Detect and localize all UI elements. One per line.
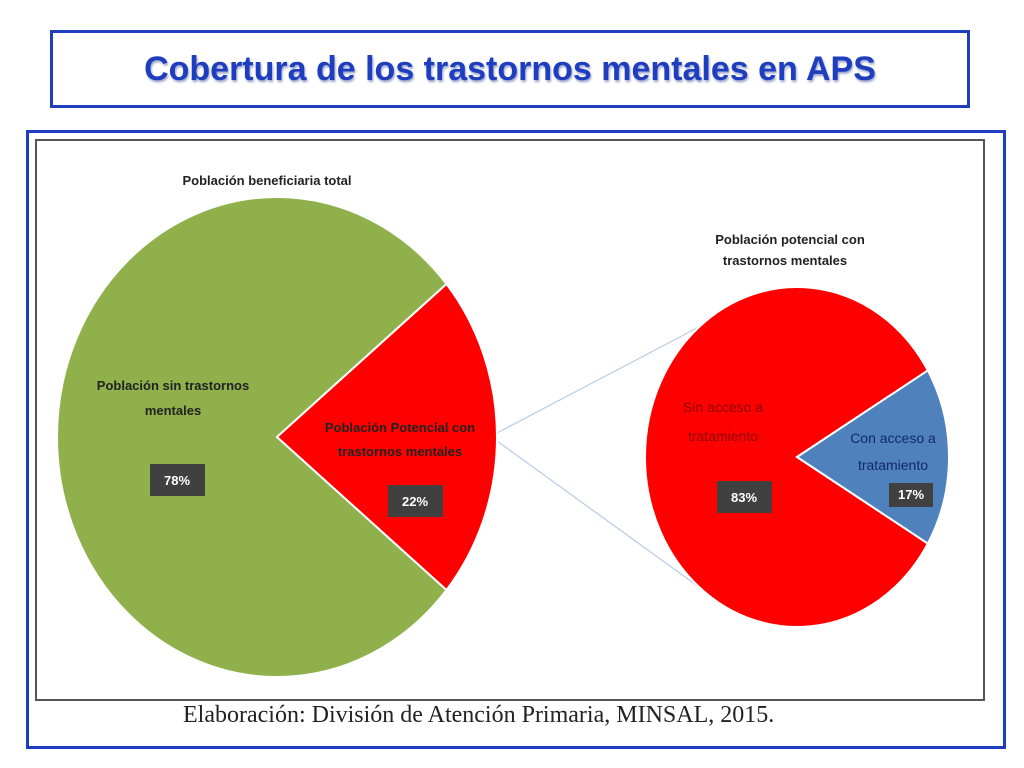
chart-frame: [26, 130, 1006, 749]
slice-label-potencial-line1: Población Potencial con: [325, 420, 475, 435]
secondary-pie-title-line1: Población potencial con: [715, 232, 865, 247]
slice-label-sin-acceso-line1: Sin acceso a: [683, 399, 763, 415]
slide-title: Cobertura de los trastornos mentales en …: [144, 49, 876, 88]
secondary-pie-title-line2: trastornos mentales: [723, 253, 847, 268]
value-box-17: [889, 483, 933, 507]
value-label-17: 17%: [898, 487, 924, 502]
value-label-78: 78%: [164, 473, 190, 488]
connector-line-top: [496, 326, 700, 434]
title-box: Cobertura de los trastornos mentales en …: [50, 30, 970, 108]
slice-label-sin-acceso-line2: tratamiento: [688, 428, 758, 444]
connector-line-bottom: [496, 440, 700, 588]
main-pie: [56, 196, 498, 678]
value-box-22: [388, 485, 443, 517]
source-note: Elaboración: División de Atención Primar…: [183, 702, 775, 728]
slice-label-sin-trastornos-line2: mentales: [145, 403, 201, 418]
value-box-83: [717, 481, 772, 513]
value-box-78: [150, 464, 205, 496]
slice-label-con-acceso-line2: tratamiento: [858, 457, 928, 473]
slice-label-sin-trastornos-line1: Población sin trastornos: [97, 378, 249, 393]
slice-label-potencial-line2: trastornos mentales: [338, 444, 462, 459]
slice-sin-trastornos: [56, 196, 448, 678]
value-label-22: 22%: [402, 494, 428, 509]
slice-label-con-acceso-line1: Con acceso a: [850, 430, 936, 446]
slice-sin-acceso: [644, 286, 930, 628]
main-pie-title: Población beneficiaria total: [182, 173, 351, 188]
value-label-83: 83%: [731, 490, 757, 505]
